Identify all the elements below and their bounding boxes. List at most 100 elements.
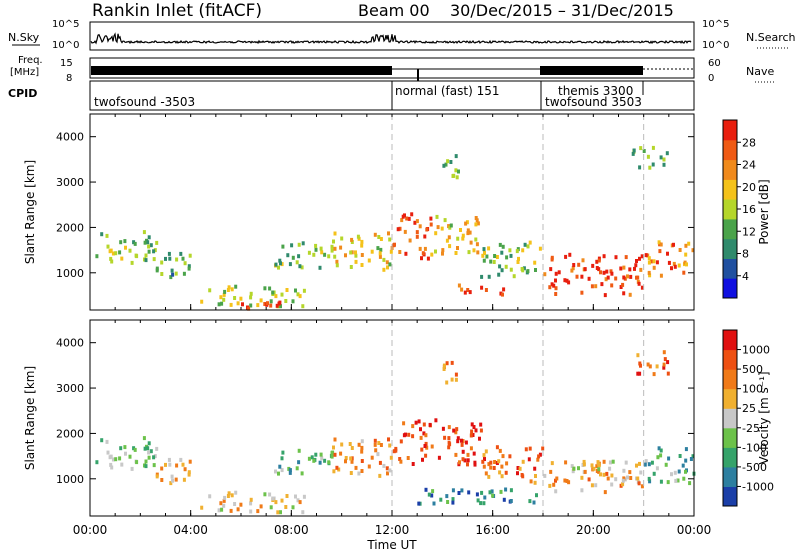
- heatmap-cell: [269, 299, 273, 304]
- heatmap-cell: [460, 488, 464, 493]
- heatmap-cell: [130, 466, 134, 471]
- heatmap-cell: [626, 274, 629, 279]
- heatmap-cell: [373, 438, 377, 443]
- heatmap-cell: [489, 460, 493, 465]
- heatmap-cell: [399, 459, 403, 464]
- heatmap-cell: [376, 246, 380, 251]
- heatmap-cell: [422, 422, 426, 427]
- heatmap-cell: [183, 467, 187, 472]
- heatmap-cell: [550, 282, 554, 287]
- heatmap-cell: [234, 490, 238, 495]
- heatmap-cell: [392, 243, 396, 248]
- heatmap-cell: [297, 242, 301, 247]
- velocity-colorbar-label: Velocity [m s⁻¹]: [757, 371, 771, 464]
- heatmap-cell: [170, 474, 174, 479]
- heatmap-cell: [323, 252, 327, 257]
- heatmap-cell: [312, 252, 316, 257]
- heatmap-cell: [423, 246, 427, 251]
- heatmap-cell: [424, 441, 428, 446]
- heatmap-cell: [335, 465, 339, 470]
- velocity-plot-bg: [90, 320, 694, 516]
- heatmap-cell: [152, 463, 156, 468]
- heatmap-cell: [628, 292, 632, 297]
- heatmap-cell: [488, 490, 492, 495]
- heatmap-cell: [320, 456, 324, 461]
- heatmap-cell: [619, 266, 623, 271]
- heatmap-cell: [275, 303, 279, 308]
- heatmap-cell: [344, 456, 348, 460]
- x-tick-label: 08:00: [274, 523, 309, 537]
- heatmap-cell: [415, 234, 419, 239]
- heatmap-cell: [472, 248, 476, 253]
- heatmap-cell: [171, 478, 175, 483]
- heatmap-cell: [639, 267, 643, 272]
- heatmap-cell: [118, 456, 122, 461]
- heatmap-cell: [340, 236, 344, 241]
- heatmap-cell: [95, 254, 99, 259]
- heatmap-cell: [319, 452, 323, 457]
- heatmap-cell: [595, 259, 599, 264]
- heatmap-cell: [333, 437, 337, 442]
- heatmap-cell: [420, 256, 423, 261]
- heatmap-cell: [628, 267, 632, 272]
- heatmap-cell: [640, 285, 644, 290]
- heatmap-cell: [633, 266, 636, 271]
- heatmap-cell: [517, 256, 520, 261]
- heatmap-cell: [118, 250, 122, 255]
- heatmap-cell: [454, 377, 458, 382]
- heatmap-cell: [95, 460, 99, 465]
- heatmap-cell: [602, 459, 606, 464]
- heatmap-cell: [332, 445, 335, 450]
- heatmap-cell: [483, 251, 486, 255]
- heatmap-cell: [301, 510, 305, 515]
- heatmap-cell: [132, 446, 136, 451]
- heatmap-cell: [646, 154, 650, 159]
- freq-strip: Freq. [MHz] 15 8 60 0 Nave: [10, 55, 776, 84]
- heatmap-cell: [445, 380, 449, 385]
- heatmap-cell: [418, 246, 422, 251]
- heatmap-cell: [621, 478, 625, 483]
- heatmap-cell: [639, 146, 643, 151]
- heatmap-cell: [160, 466, 164, 471]
- heatmap-cell: [144, 459, 148, 464]
- heatmap-cell: [294, 494, 297, 499]
- heatmap-cell: [637, 281, 641, 286]
- heatmap-cell: [382, 267, 386, 272]
- heatmap-cell: [360, 243, 364, 248]
- heatmap-cell: [349, 265, 353, 269]
- heatmap-cell: [388, 443, 392, 448]
- heatmap-cell: [472, 425, 476, 429]
- colorbar-step: [723, 278, 737, 299]
- heatmap-cell: [520, 473, 524, 477]
- heatmap-cell: [330, 248, 334, 253]
- heatmap-cell: [142, 436, 146, 441]
- heatmap-cell: [565, 278, 569, 283]
- heatmap-cell: [451, 500, 455, 505]
- heatmap-cell: [648, 364, 652, 369]
- cpid-boundary-lines: [391, 114, 645, 516]
- heatmap-cell: [469, 240, 473, 245]
- heatmap-cell: [638, 165, 642, 170]
- heatmap-cell: [590, 284, 594, 289]
- heatmap-cell: [167, 251, 171, 256]
- heatmap-cell: [423, 444, 427, 448]
- heatmap-cell: [480, 274, 484, 279]
- heatmap-cell: [174, 477, 178, 482]
- heatmap-cell: [538, 452, 542, 457]
- heatmap-cell: [298, 264, 302, 269]
- heatmap-cell: [350, 446, 354, 450]
- heatmap-cell: [312, 458, 316, 463]
- heatmap-cell: [516, 466, 520, 470]
- heatmap-cell: [614, 477, 618, 482]
- heatmap-cell: [428, 422, 432, 427]
- heatmap-cell: [222, 297, 226, 302]
- heatmap-cell: [501, 244, 505, 249]
- freq-band-2: [540, 66, 643, 75]
- heatmap-cell: [241, 302, 244, 307]
- heatmap-cell: [330, 244, 334, 249]
- heatmap-cell: [461, 233, 465, 238]
- heatmap-cell: [152, 455, 156, 460]
- y-tick-label: 2000: [56, 221, 84, 234]
- colorbar-tick-label: 4: [742, 270, 749, 283]
